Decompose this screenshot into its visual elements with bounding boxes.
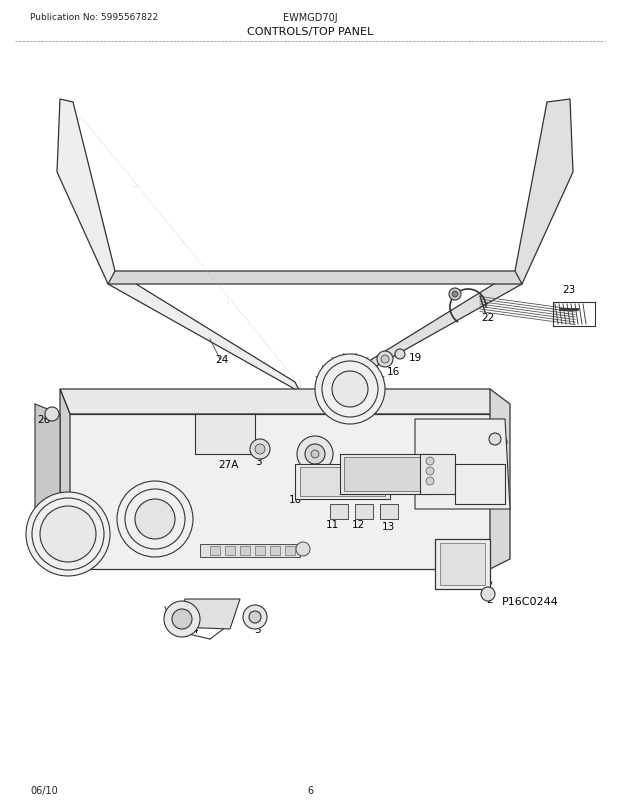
Polygon shape	[225, 546, 235, 555]
Circle shape	[296, 542, 310, 557]
Text: 10: 10	[288, 494, 301, 504]
Polygon shape	[344, 457, 426, 492]
Text: 27: 27	[141, 529, 154, 539]
Text: 19: 19	[409, 353, 422, 363]
Text: 5: 5	[255, 624, 261, 634]
Circle shape	[297, 436, 333, 472]
Circle shape	[255, 444, 265, 455]
Polygon shape	[200, 545, 300, 557]
Text: 27B: 27B	[438, 541, 458, 551]
Text: CONTROLS/TOP PANEL: CONTROLS/TOP PANEL	[247, 27, 373, 37]
Text: 9: 9	[361, 398, 368, 407]
Circle shape	[243, 606, 267, 630]
Text: 14: 14	[446, 494, 459, 504]
Circle shape	[305, 444, 325, 464]
Text: 7: 7	[312, 467, 319, 476]
Polygon shape	[240, 546, 250, 555]
Text: 15: 15	[474, 486, 487, 496]
Polygon shape	[300, 468, 385, 496]
Text: 22: 22	[481, 313, 495, 322]
Text: 3A: 3A	[73, 553, 87, 562]
Text: 23: 23	[562, 285, 575, 294]
Polygon shape	[270, 546, 280, 555]
Polygon shape	[285, 546, 295, 555]
Polygon shape	[440, 543, 485, 585]
Polygon shape	[60, 415, 490, 569]
Polygon shape	[380, 504, 398, 520]
Polygon shape	[210, 546, 220, 555]
Circle shape	[426, 457, 434, 465]
Circle shape	[26, 492, 110, 577]
Polygon shape	[330, 100, 573, 392]
Text: 06/10: 06/10	[30, 785, 58, 795]
Circle shape	[311, 451, 319, 459]
Polygon shape	[340, 455, 430, 494]
Circle shape	[452, 292, 458, 298]
Circle shape	[164, 602, 200, 638]
Text: 11: 11	[326, 520, 339, 529]
Text: Publication No: 5995567822: Publication No: 5995567822	[30, 14, 158, 22]
Text: 6: 6	[307, 785, 313, 795]
Circle shape	[377, 351, 393, 367]
Circle shape	[135, 500, 175, 539]
Circle shape	[489, 433, 501, 445]
Circle shape	[315, 354, 385, 424]
Polygon shape	[435, 539, 490, 589]
Text: P16C0244: P16C0244	[502, 596, 559, 606]
Polygon shape	[35, 404, 60, 569]
Polygon shape	[108, 272, 522, 285]
Circle shape	[381, 355, 389, 363]
Polygon shape	[195, 415, 255, 455]
Polygon shape	[255, 546, 265, 555]
Text: 16: 16	[386, 367, 400, 376]
Circle shape	[481, 587, 495, 602]
Text: 4: 4	[192, 624, 198, 634]
Polygon shape	[330, 504, 348, 520]
Polygon shape	[355, 504, 373, 520]
Text: EWMGD70J: EWMGD70J	[283, 13, 337, 23]
Polygon shape	[295, 464, 390, 500]
Circle shape	[250, 439, 270, 460]
Circle shape	[45, 407, 59, 422]
Polygon shape	[490, 390, 510, 569]
Circle shape	[172, 610, 192, 630]
Polygon shape	[420, 455, 455, 494]
Text: 8: 8	[387, 467, 393, 476]
Text: 12: 12	[352, 520, 365, 529]
Polygon shape	[175, 599, 240, 630]
Circle shape	[426, 468, 434, 476]
Polygon shape	[60, 390, 70, 569]
Text: 24: 24	[215, 354, 229, 365]
Text: 13: 13	[381, 521, 394, 532]
Circle shape	[426, 477, 434, 485]
Polygon shape	[455, 464, 505, 504]
Polygon shape	[415, 419, 510, 509]
Text: 26: 26	[37, 415, 51, 424]
Text: 3: 3	[255, 456, 261, 467]
Polygon shape	[57, 100, 300, 392]
Circle shape	[395, 350, 405, 359]
Circle shape	[449, 289, 461, 301]
Circle shape	[117, 481, 193, 557]
Text: 2: 2	[487, 594, 494, 604]
Circle shape	[40, 506, 96, 562]
Polygon shape	[60, 390, 500, 415]
Text: 27A: 27A	[218, 460, 238, 469]
Text: 19: 19	[495, 437, 508, 448]
Circle shape	[332, 371, 368, 407]
Circle shape	[249, 611, 261, 623]
